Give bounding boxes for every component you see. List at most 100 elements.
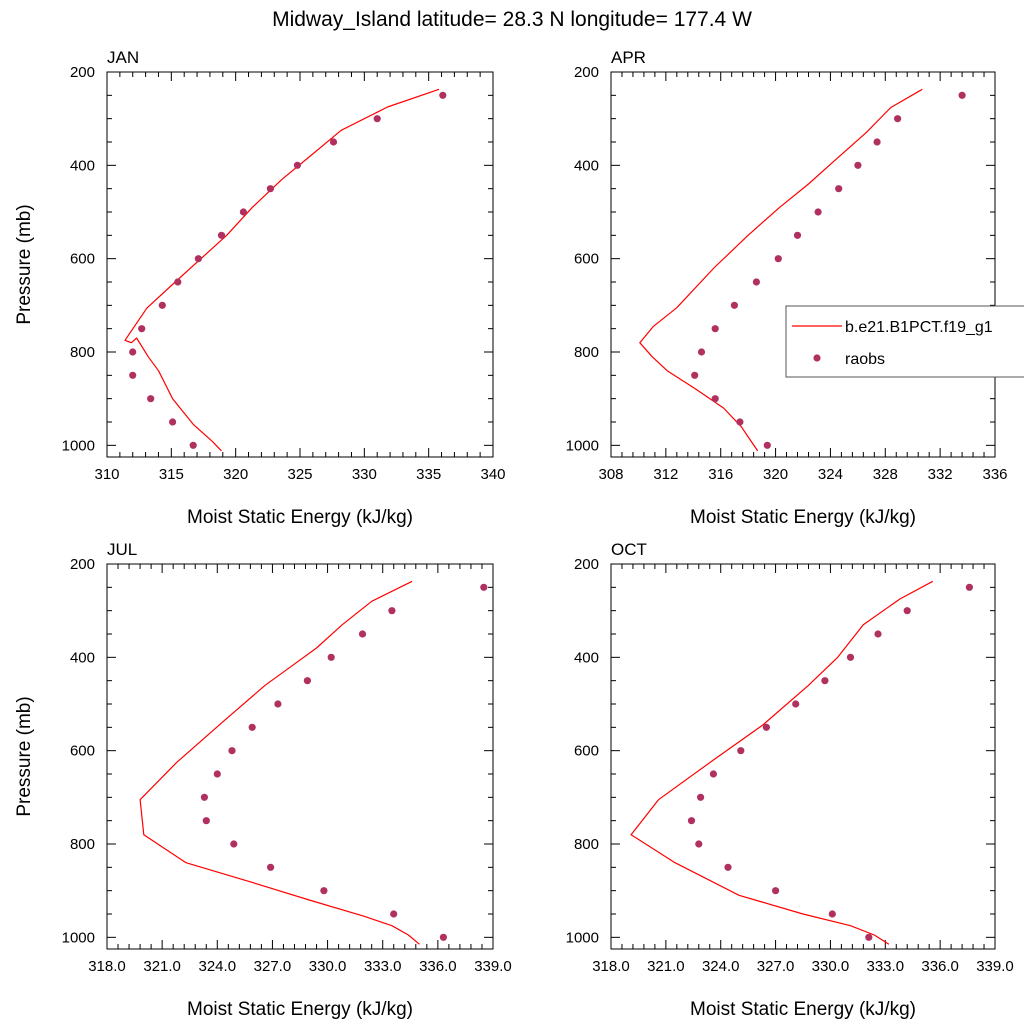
raobs-point [439, 91, 447, 99]
raobs-point [873, 138, 881, 146]
raobs-point [274, 700, 282, 708]
y-tick-label: 600 [70, 251, 95, 268]
y-tick-label: 200 [574, 556, 599, 573]
raobs-point [772, 887, 780, 895]
raobs-point [965, 583, 974, 591]
raobs-point [724, 863, 732, 871]
raobs-point [752, 278, 761, 286]
legend-box [785, 305, 1024, 378]
raobs-point [711, 325, 719, 333]
y-tick-label: 800 [574, 344, 599, 361]
raobs-point [874, 630, 882, 638]
raobs-point [736, 418, 744, 426]
y-tick-label: 400 [70, 649, 95, 666]
panel-title: OCT [611, 540, 647, 559]
y-tick-label: 600 [574, 251, 599, 268]
raobs-point [854, 161, 862, 169]
y-tick-label: 400 [70, 157, 95, 174]
raobs-point [129, 348, 137, 356]
raobs-point [814, 208, 822, 216]
raobs-point [737, 747, 745, 755]
y-tick-label: 800 [70, 836, 95, 853]
x-tick-label: 327.0 [757, 958, 795, 975]
raobs-point [129, 371, 137, 379]
raobs-point [194, 255, 202, 263]
raobs-point [303, 677, 311, 685]
raobs-point [388, 607, 396, 615]
raobs-point [200, 793, 208, 801]
legend-label-model: b.e21.B1PCT.f19_g1 [845, 319, 993, 336]
x-tick-label: 324.0 [702, 958, 740, 975]
series-line-model [139, 580, 420, 945]
raobs-point [709, 770, 718, 778]
raobs-point [828, 910, 836, 918]
raobs-point [329, 138, 338, 146]
raobs-point [266, 185, 274, 193]
y-axis-label: Pressure (mb) [14, 204, 35, 324]
y-tick-label: 600 [574, 743, 599, 760]
raobs-point [373, 115, 381, 123]
raobs-point [793, 231, 802, 239]
raobs-point [217, 231, 226, 239]
x-axis-label: Moist Static Energy (kJ/kg) [187, 999, 413, 1020]
x-tick-label: 324 [818, 466, 843, 483]
x-tick-label: 310 [94, 466, 119, 483]
y-tick-label: 200 [70, 64, 95, 81]
panel-2: JUL 318.0 321.0 324.0 327.0 330.0 333.0 336.0 33… [14, 540, 512, 1020]
panels: JAN 310 315 320 325 330 335 340 200 400 600 800 1000… [14, 48, 1014, 1020]
raobs-point [293, 161, 301, 169]
series-line-model [124, 88, 440, 452]
raobs-point [894, 115, 902, 123]
x-tick-label: 318.0 [592, 958, 630, 975]
x-tick-label: 330 [352, 466, 377, 483]
x-axis-label: Moist Static Energy (kJ/kg) [690, 507, 916, 528]
raobs-point [439, 933, 447, 941]
x-tick-label: 321.0 [647, 958, 685, 975]
y-tick-label: 600 [70, 743, 95, 760]
raobs-point [480, 583, 488, 591]
x-tick-label: 333.0 [867, 958, 905, 975]
x-tick-label: 339.0 [976, 958, 1014, 975]
raobs-point [239, 208, 247, 216]
x-tick-label: 325 [287, 466, 312, 483]
raobs-point [958, 91, 966, 99]
y-tick-label: 800 [70, 344, 95, 361]
y-axis-label: Pressure (mb) [14, 696, 35, 816]
panel-1: APR 308 312 316 320 324 328 332 336 200 400 600 800 1… [566, 48, 1008, 528]
raobs-point [687, 817, 696, 825]
raobs-point [792, 700, 800, 708]
raobs-point [762, 723, 771, 731]
panel-3: OCT 318.0 321.0 324.0 327.0 330.0 333.0 336.0 33… [566, 540, 1014, 1020]
x-tick-label: 324.0 [199, 958, 237, 975]
y-tick-label: 1000 [566, 929, 599, 946]
x-tick-label: 330.0 [309, 958, 347, 975]
x-tick-label: 339.0 [474, 958, 512, 975]
raobs-point [213, 770, 221, 778]
raobs-point [230, 840, 238, 848]
x-tick-label: 336.0 [419, 958, 457, 975]
plot-frame [610, 563, 996, 950]
x-axis-label: Moist Static Energy (kJ/kg) [690, 999, 916, 1020]
y-tick-label: 800 [574, 836, 599, 853]
plot-frame [106, 71, 494, 458]
raobs-point [835, 185, 843, 193]
raobs-point [189, 441, 197, 449]
plot-frame [106, 563, 494, 950]
x-tick-label: 312 [653, 466, 678, 483]
figure-title: Midway_Island latitude= 28.3 N longitude… [272, 8, 752, 31]
x-tick-label: 316 [708, 466, 733, 483]
x-tick-label: 320 [223, 466, 248, 483]
series-line-model [630, 580, 934, 945]
raobs-point [228, 747, 236, 755]
y-tick-label: 1000 [566, 437, 599, 454]
x-tick-label: 328 [873, 466, 898, 483]
raobs-point [821, 677, 829, 685]
x-tick-label: 335 [416, 466, 441, 483]
raobs-point [846, 653, 855, 661]
panel-title: APR [611, 48, 646, 67]
y-tick-label: 200 [574, 64, 599, 81]
raobs-point [774, 255, 782, 263]
raobs-point [763, 441, 771, 449]
y-tick-label: 1000 [62, 929, 95, 946]
